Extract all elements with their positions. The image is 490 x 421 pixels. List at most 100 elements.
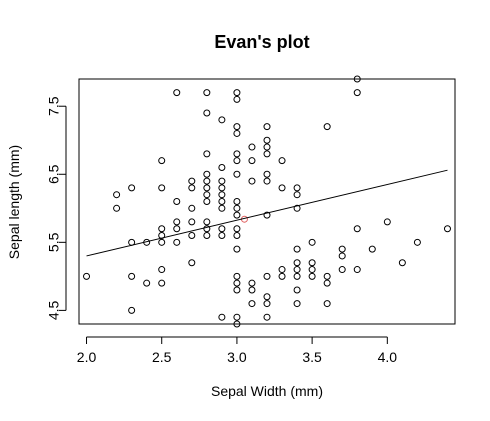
data-point	[263, 170, 271, 178]
data-point	[293, 184, 301, 192]
data-point	[248, 300, 256, 308]
data-point	[293, 204, 301, 212]
y-tick-label: 7.5	[46, 96, 62, 116]
data-point	[278, 272, 286, 280]
data-point	[308, 266, 316, 274]
data-point	[338, 245, 346, 253]
x-tick-label: 4.0	[378, 349, 398, 365]
x-tick-label: 2.5	[152, 349, 172, 365]
data-point	[188, 218, 196, 226]
data-point	[308, 272, 316, 280]
data-point	[413, 238, 421, 246]
data-point	[233, 245, 241, 253]
data-point	[128, 306, 136, 314]
data-point	[203, 109, 211, 117]
data-point	[293, 266, 301, 274]
data-point	[443, 225, 451, 233]
data-point	[278, 184, 286, 192]
data-point	[233, 286, 241, 294]
data-point	[323, 279, 331, 287]
data-point	[263, 211, 271, 219]
data-point	[248, 279, 256, 287]
data-point	[188, 184, 196, 192]
data-point	[173, 225, 181, 233]
plot-area-box	[78, 78, 456, 325]
data-point	[233, 211, 241, 219]
data-point	[248, 177, 256, 185]
data-point	[233, 204, 241, 212]
data-point	[203, 232, 211, 240]
data-point	[323, 272, 331, 280]
data-point	[323, 300, 331, 308]
data-point	[218, 198, 226, 205]
data-point	[188, 177, 196, 185]
data-point	[293, 272, 301, 280]
data-point	[203, 170, 211, 178]
data-point	[158, 225, 166, 233]
data-point	[233, 150, 241, 158]
data-point	[263, 293, 271, 301]
data-point	[398, 259, 406, 267]
data-point	[263, 177, 271, 185]
data-point	[353, 266, 361, 274]
y-axis-label: Sepal length (mm)	[6, 145, 22, 259]
data-point	[218, 163, 226, 171]
x-tick-label: 3.0	[227, 349, 247, 365]
data-point	[248, 143, 256, 151]
data-point	[353, 225, 361, 233]
data-point	[113, 191, 121, 199]
data-point	[368, 245, 376, 253]
data-point	[323, 123, 331, 131]
data-point	[233, 129, 241, 137]
data-point	[338, 252, 346, 260]
data-point	[293, 245, 301, 253]
data-point	[278, 157, 286, 165]
data-point	[233, 95, 241, 103]
data-point	[143, 279, 151, 287]
data-point	[158, 184, 166, 192]
data-point	[188, 204, 196, 212]
data-point	[203, 225, 211, 233]
data-point	[203, 218, 211, 226]
y-tick-label: 4.5	[46, 300, 62, 320]
data-point	[203, 150, 211, 158]
data-point	[233, 279, 241, 287]
data-point	[278, 266, 286, 274]
data-point	[308, 259, 316, 267]
data-point	[173, 218, 181, 226]
data-point	[113, 204, 121, 212]
data-point	[83, 272, 91, 280]
trend-line-group	[86, 169, 448, 257]
data-point	[263, 136, 271, 144]
x-tick-label: 3.5	[302, 349, 322, 365]
data-point	[233, 232, 241, 240]
y-tick-label: 5.5	[46, 232, 62, 252]
data-point	[218, 225, 226, 233]
data-point	[308, 238, 316, 246]
data-point	[173, 89, 181, 97]
data-point	[248, 286, 256, 294]
data-point	[158, 266, 166, 274]
data-point	[293, 286, 301, 294]
data-point	[248, 157, 256, 165]
data-point	[188, 259, 196, 267]
data-point	[158, 157, 166, 165]
data-point	[173, 238, 181, 246]
data-point	[353, 75, 361, 83]
data-point	[128, 272, 136, 280]
data-point	[218, 184, 226, 192]
data-point	[218, 313, 226, 321]
data-point	[218, 191, 226, 199]
data-point	[203, 184, 211, 192]
data-point	[128, 184, 136, 192]
x-tick-label: 2.0	[77, 349, 97, 365]
data-point	[353, 89, 361, 97]
data-point	[233, 198, 241, 205]
data-point	[158, 238, 166, 246]
data-point	[293, 191, 301, 199]
x-axis: 2.0 2.5 3.0 3.5 4.0	[77, 336, 398, 365]
data-point	[173, 198, 181, 205]
data-point	[293, 300, 301, 308]
data-point	[263, 272, 271, 280]
